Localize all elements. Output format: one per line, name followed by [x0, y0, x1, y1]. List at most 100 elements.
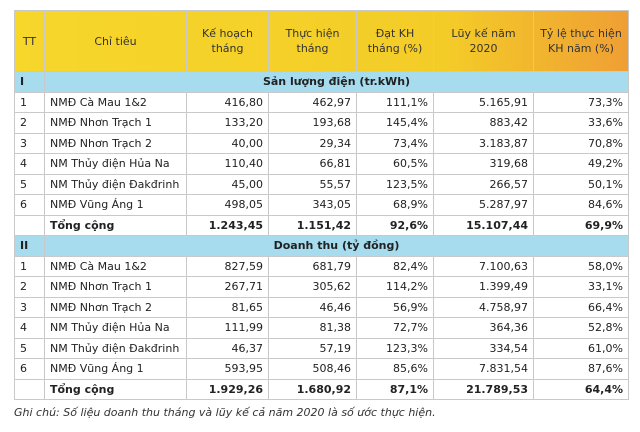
cell: 85,6% — [356, 358, 434, 380]
cell: 73,3% — [533, 91, 629, 113]
cell: 498,05 — [186, 194, 269, 216]
cell: 123,3% — [356, 337, 434, 359]
total-cell: 1.151,42 — [268, 214, 357, 236]
cell: 46,37 — [186, 337, 269, 359]
cell: 45,00 — [186, 173, 269, 195]
total-cell: 92,6% — [356, 214, 434, 236]
total-row: Tổng cộng 1.929,26 1.680,92 87,1% 21.789,53 6… — [14, 378, 629, 400]
cell: 319,68 — [433, 153, 534, 175]
total-cell: 64,4% — [533, 378, 629, 400]
header-cell: Kế hoạch tháng — [186, 10, 269, 72]
cell: 40,00 — [186, 132, 269, 154]
cell: 84,6% — [533, 194, 629, 216]
data-row: 6 NMĐ Vũng Áng 1 498,05 343,05 68,9% 5.287,97… — [14, 194, 629, 216]
cell: 343,05 — [268, 194, 357, 216]
cell: 6 — [14, 194, 45, 216]
data-row: 3 NMĐ Nhơn Trạch 2 81,65 46,46 56,9% 4.758,97… — [14, 296, 629, 318]
cell: NM Thủy điện Đakđrinh — [44, 337, 187, 359]
cell — [14, 378, 45, 400]
data-row: 4 NM Thủy điện Hủa Na 111,99 81,38 72,7% 364,… — [14, 317, 629, 339]
cell: 58,0% — [533, 255, 629, 277]
cell: 55,57 — [268, 173, 357, 195]
total-cell: Tổng cộng — [44, 378, 187, 400]
section-row: II Doanh thu (tỷ đồng) — [14, 235, 629, 257]
cell: 52,8% — [533, 317, 629, 339]
cell: 33,1% — [533, 276, 629, 298]
cell: 7.100,63 — [433, 255, 534, 277]
cell: 50,1% — [533, 173, 629, 195]
cell: 111,1% — [356, 91, 434, 113]
cell: 7.831,54 — [433, 358, 534, 380]
cell: 883,42 — [433, 112, 534, 134]
cell: 681,79 — [268, 255, 357, 277]
cell — [14, 214, 45, 236]
cell: 2 — [14, 112, 45, 134]
data-row: 1 NMĐ Cà Mau 1&2 827,59 681,79 82,4% 7.100,63… — [14, 255, 629, 277]
total-cell: 15.107,44 — [433, 214, 534, 236]
total-cell: Tổng cộng — [44, 214, 187, 236]
cell: 4 — [14, 317, 45, 339]
data-row: 6 NMĐ Vũng Áng 1 593,95 508,46 85,6% 7.831,54… — [14, 358, 629, 380]
cell: 267,71 — [186, 276, 269, 298]
cell: NM Thủy điện Hủa Na — [44, 153, 187, 175]
cell: 5.165,91 — [433, 91, 534, 113]
header-cell: Tỷ lệ thực hiện KH năm (%) — [533, 10, 629, 72]
cell: 364,36 — [433, 317, 534, 339]
cell: 81,65 — [186, 296, 269, 318]
data-row: 1 NMĐ Cà Mau 1&2 416,80 462,97 111,1% 5.165,9… — [14, 91, 629, 113]
cell: 114,2% — [356, 276, 434, 298]
header-cell: Lũy kế năm 2020 — [433, 10, 534, 72]
cell: 123,5% — [356, 173, 434, 195]
data-row: 3 NMĐ Nhơn Trạch 2 40,00 29,34 73,4% 3.183,87… — [14, 132, 629, 154]
cell: 66,81 — [268, 153, 357, 175]
cell: 5 — [14, 337, 45, 359]
header-cell: TT — [14, 10, 45, 72]
section-number: I — [14, 71, 45, 93]
total-cell: 1.243,45 — [186, 214, 269, 236]
cell: NM Thủy điện Hủa Na — [44, 317, 187, 339]
data-row: 5 NM Thủy điện Đakđrinh 45,00 55,57 123,5% 26… — [14, 173, 629, 195]
cell: NMĐ Nhơn Trạch 1 — [44, 112, 187, 134]
cell: NMĐ Cà Mau 1&2 — [44, 91, 187, 113]
data-row: 4 NM Thủy điện Hủa Na 110,40 66,81 60,5% 319,… — [14, 153, 629, 175]
cell: 4 — [14, 153, 45, 175]
cell: 70,8% — [533, 132, 629, 154]
cell: NMĐ Vũng Áng 1 — [44, 194, 187, 216]
cell: 2 — [14, 276, 45, 298]
cell: 87,6% — [533, 358, 629, 380]
cell: 193,68 — [268, 112, 357, 134]
cell: 3 — [14, 132, 45, 154]
cell: 508,46 — [268, 358, 357, 380]
cell: 145,4% — [356, 112, 434, 134]
cell: 29,34 — [268, 132, 357, 154]
note: Ghi chú: Số liệu doanh thu tháng và lũy … — [14, 406, 436, 419]
cell: 334,54 — [433, 337, 534, 359]
header-cell: Đạt KH tháng (%) — [356, 10, 434, 72]
cell: 3.183,87 — [433, 132, 534, 154]
cell: 72,7% — [356, 317, 434, 339]
cell: 5 — [14, 173, 45, 195]
cell: 68,9% — [356, 194, 434, 216]
section-row: I Sản lượng điện (tr.kWh) — [14, 71, 629, 93]
cell: 57,19 — [268, 337, 357, 359]
cell: 133,20 — [186, 112, 269, 134]
section-title: Doanh thu (tỷ đồng) — [44, 235, 629, 257]
cell: 60,5% — [356, 153, 434, 175]
cell: 46,46 — [268, 296, 357, 318]
section-title: Sản lượng điện (tr.kWh) — [44, 71, 629, 93]
total-cell: 69,9% — [533, 214, 629, 236]
cell: 593,95 — [186, 358, 269, 380]
cell: 61,0% — [533, 337, 629, 359]
cell: NM Thủy điện Đakđrinh — [44, 173, 187, 195]
cell: 462,97 — [268, 91, 357, 113]
cell: 1.399,49 — [433, 276, 534, 298]
cell: NMĐ Cà Mau 1&2 — [44, 255, 187, 277]
total-row: Tổng cộng 1.243,45 1.151,42 92,6% 15.107,44 6… — [14, 214, 629, 236]
cell: 111,99 — [186, 317, 269, 339]
total-cell: 1.680,92 — [268, 378, 357, 400]
cell: 266,57 — [433, 173, 534, 195]
cell: 3 — [14, 296, 45, 318]
total-cell: 87,1% — [356, 378, 434, 400]
cell: NMĐ Nhơn Trạch 2 — [44, 296, 187, 318]
